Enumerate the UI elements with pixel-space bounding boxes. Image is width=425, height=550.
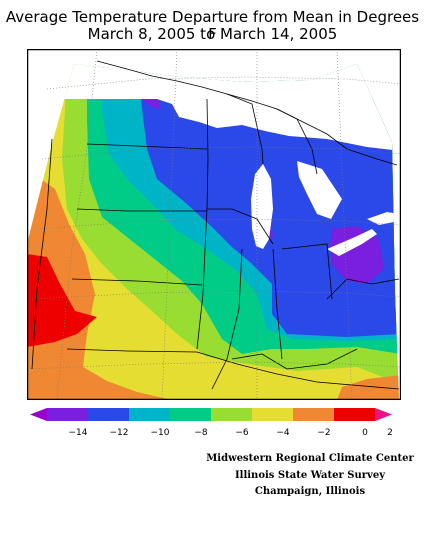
legend-box-minus2-0 [293,408,334,421]
map-graticule [27,49,401,400]
legend-tick-label: −14 [69,428,88,438]
temperature-departure-map [27,49,401,400]
legend-tick-label: 0 [362,428,368,438]
zone-minus14-minus12-east [330,226,384,284]
legend-tick-label: −8 [194,428,208,438]
legend-tick-label: −4 [276,428,290,438]
legend-box-minus12-minus10 [88,408,129,421]
legend-box-minus6-minus4 [211,408,252,421]
legend-box-minus14-minus12 [47,408,88,421]
legend-tick-label: −6 [235,428,249,438]
map-title: Average Temperature Departure from Mean … [5,8,420,43]
lake-michigan [251,164,273,249]
lake-huron [297,161,342,219]
legend-box-minus10-minus8 [129,408,170,421]
legend-tick-label: −2 [317,428,330,438]
legend-tick-label: −10 [151,428,170,438]
legend-tick-label: −12 [110,428,129,438]
lake-erie [327,229,377,256]
legend-arrow-high [375,408,392,421]
political-boundaries [31,60,400,390]
map-date-range: March 8, 2005 to March 14, 2005 [87,25,338,43]
legend-box-0-2 [334,408,375,421]
legend-tick-labels: −14 −12 −10 −8 −6 −4 −2 0 2 [69,428,393,438]
zone-minus4-minus2-valley [92,324,167,389]
zone-0-2 [27,254,97,347]
legend-arrow-low [30,408,47,421]
legend-box-minus8-minus6 [170,408,211,421]
color-legend: −14 −12 −10 −8 −6 −4 −2 0 2 [30,408,393,438]
zone-minus2-0 [27,169,172,400]
legend-box-minus4-minus2 [252,408,293,421]
credit-location: Champaign, Illinois [254,486,366,497]
credit-center: Midwestern Regional Climate Center [206,453,414,464]
credit-survey: Illinois State Water Survey [234,470,386,481]
zone-minus2-0-southeast [337,375,399,400]
departure-contours [27,64,399,400]
legend-tick-label: 2 [387,428,393,438]
lake-ontario [367,212,399,225]
